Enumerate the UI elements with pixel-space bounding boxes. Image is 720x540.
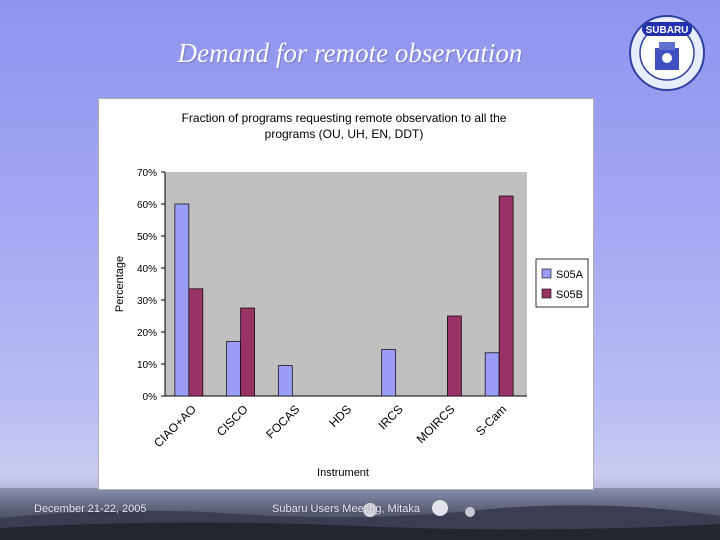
chart-title-line2: programs (OU, UH, EN, DDT) [265, 127, 424, 141]
bar-s05b-cisco [240, 307, 255, 397]
footer-landscape [0, 488, 720, 540]
x-tick-label: CIAO+AO [151, 402, 199, 450]
y-tick-label: 10% [137, 360, 157, 371]
legend-box [535, 258, 589, 308]
plot-background [165, 172, 527, 396]
footer-meeting: Subaru Users Meeting, Mitaka [272, 503, 420, 515]
logo-text: SUBARU [646, 25, 689, 36]
chart-panel: Fraction of programs requesting remote o… [98, 98, 594, 490]
legend-label-s05b: S05B [556, 289, 583, 301]
bar-s05a-ircs [381, 349, 397, 397]
subaru-logo: SUBARU [628, 14, 706, 92]
bar-s05b-ciao-ao [188, 288, 204, 397]
x-tick-label: CISCO [214, 402, 251, 439]
bar-s05b-s-cam [498, 195, 514, 397]
y-tick-label: 40% [137, 264, 157, 275]
bar-s05a-cisco [226, 341, 241, 397]
bar-s05a-ciao-ao [174, 203, 190, 397]
y-tick-label: 70% [137, 168, 157, 179]
chart-title-line1: Fraction of programs requesting remote o… [182, 111, 507, 125]
y-tick-label: 20% [137, 328, 157, 339]
legend-swatch-s05a [541, 268, 552, 279]
footer-date: December 21-22, 2005 [34, 503, 147, 515]
x-axis-label: Instrument [317, 467, 369, 479]
bar-s05b-moircs [447, 315, 462, 397]
bar-chart: Fraction of programs requesting remote o… [114, 111, 589, 479]
bar-s05a-s-cam [484, 352, 500, 397]
bar-s05a-focas [277, 365, 293, 397]
slide-title: Demand for remote observation [177, 38, 523, 68]
y-tick-label: 60% [137, 200, 157, 211]
legend-label-s05a: S05A [556, 269, 584, 281]
x-tick-label: IRCS [376, 402, 406, 432]
y-tick-label: 30% [137, 296, 157, 307]
x-tick-label: FOCAS [263, 402, 302, 441]
y-tick-label: 50% [137, 232, 157, 243]
x-tick-label: HDS [326, 402, 354, 430]
y-tick-label: 0% [143, 392, 158, 403]
y-axis-label: Percentage [114, 256, 126, 312]
x-tick-label: S-Cam [473, 402, 509, 438]
x-tick-label: MOIRCS [414, 402, 458, 446]
legend-swatch-s05b [541, 288, 552, 299]
